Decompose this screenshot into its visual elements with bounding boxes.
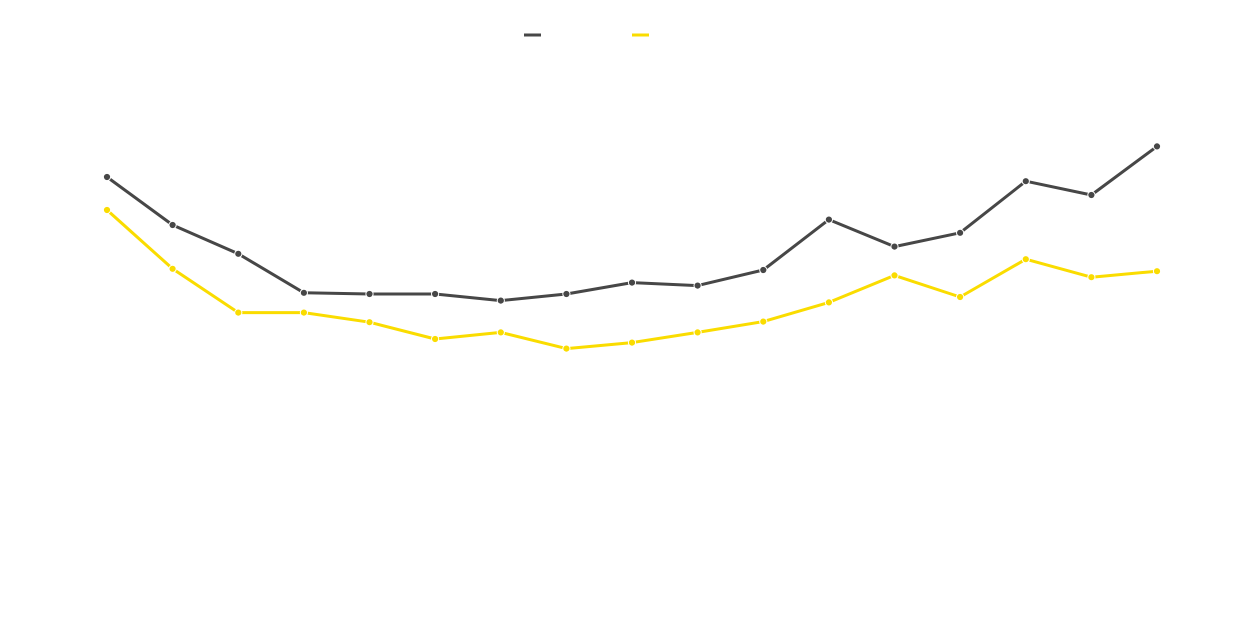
series-2-point — [890, 271, 899, 280]
series-1-point — [102, 172, 112, 182]
series-2-point — [562, 344, 571, 353]
series-1-point — [496, 296, 505, 305]
series-2-point — [759, 317, 768, 326]
series-1-point — [234, 249, 243, 258]
series-2-point — [693, 328, 702, 337]
series-1-line — [105, 144, 1159, 303]
series-2-point — [365, 318, 374, 327]
series-2-point — [956, 292, 965, 302]
series-2-point — [1152, 267, 1162, 276]
series-1-point — [759, 265, 768, 275]
series-1-point — [1152, 142, 1162, 151]
series-1-point — [562, 289, 571, 299]
series-2-point — [1021, 255, 1030, 264]
series-1-point — [168, 220, 177, 230]
series-1-point — [956, 228, 965, 237]
plot-area — [102, 142, 1162, 353]
series-2-point — [299, 308, 308, 317]
series-2-point — [168, 264, 177, 273]
series-1-point — [365, 289, 374, 299]
series-1-point — [824, 215, 834, 224]
series-2 — [102, 205, 1162, 353]
series-1-point — [1087, 190, 1096, 200]
series-2-point — [627, 338, 637, 347]
series-1-point — [431, 289, 440, 299]
series-1-point — [693, 281, 702, 290]
series-1-point — [627, 278, 637, 287]
series-2-point — [234, 308, 243, 317]
series-1 — [102, 142, 1162, 305]
series-2-point — [431, 334, 440, 344]
series-1-point — [299, 288, 308, 297]
series-2-point — [824, 298, 834, 307]
series-1-point — [890, 242, 899, 251]
series-2-point — [1087, 273, 1096, 282]
series-1-point — [1021, 177, 1030, 186]
series-2-point — [496, 328, 505, 337]
series-2-point — [102, 205, 112, 215]
